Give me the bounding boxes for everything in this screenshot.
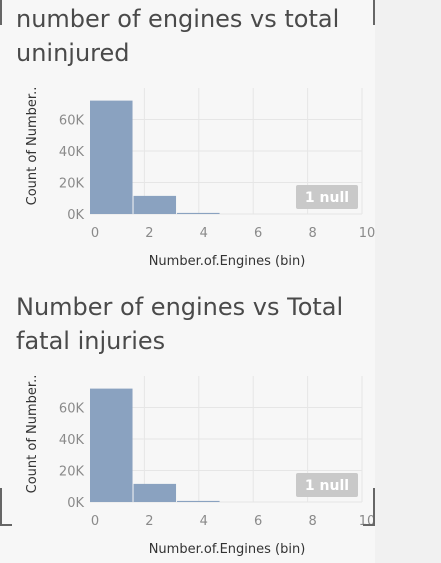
histogram-bar [133, 483, 177, 502]
selection-bracket-left [0, 488, 2, 526]
panel-border-top [0, 0, 2, 25]
histogram-uninjured: 0 2 4 6 8 10 0K 20K 40K 60K Number.of.Engines (bin… [25, 87, 376, 269]
selection-bracket-bottom-right [363, 524, 375, 526]
null-badge [296, 185, 358, 209]
chart-title: number of engines vs total uninjured [16, 5, 340, 67]
y-tick-label: 40K [59, 433, 85, 448]
histogram-bar [90, 100, 133, 214]
selection-bracket-bottom-left [0, 524, 12, 526]
x-axis-title: Number.of.Engines (bin) [149, 542, 306, 557]
x-tick-label: 2 [145, 226, 153, 241]
x-tick-label: 6 [254, 514, 262, 529]
x-tick-label: 8 [308, 226, 316, 241]
x-tick-label: 6 [254, 226, 262, 241]
x-tick-label: 4 [200, 226, 208, 241]
y-tick-label: 60K [59, 114, 85, 129]
histogram-bar [177, 500, 220, 502]
y-tick-label: 60K [59, 402, 85, 417]
panel-border-top-right [373, 0, 375, 25]
x-tick-label: 0 [91, 514, 99, 529]
x-tick-label: 2 [145, 514, 153, 529]
dashboard-panel [0, 0, 375, 563]
histogram-bar [177, 212, 220, 214]
selection-bracket-right [373, 488, 375, 526]
y-axis-title: Count of Number.. [25, 87, 40, 206]
chart-title: Number of engines vs Total fatal injurie… [16, 293, 344, 355]
histogram-bar [133, 195, 177, 214]
histogram-bar [90, 388, 133, 502]
y-tick-label: 0K [67, 496, 84, 511]
y-tick-label: 0K [67, 208, 84, 223]
x-axis-title: Number.of.Engines (bin) [149, 254, 306, 269]
x-tick-label: 4 [200, 514, 208, 529]
null-badge-label: 1 null [305, 478, 349, 494]
null-badge [296, 473, 358, 497]
x-tick-label: 0 [91, 226, 99, 241]
y-tick-label: 20K [59, 177, 85, 192]
null-badge-label: 1 null [305, 190, 349, 206]
y-tick-label: 20K [59, 465, 85, 480]
y-axis-title: Count of Number.. [25, 375, 40, 494]
y-tick-label: 40K [59, 145, 85, 160]
x-tick-label: 8 [308, 514, 316, 529]
x-tick-label: 10 [359, 226, 376, 241]
